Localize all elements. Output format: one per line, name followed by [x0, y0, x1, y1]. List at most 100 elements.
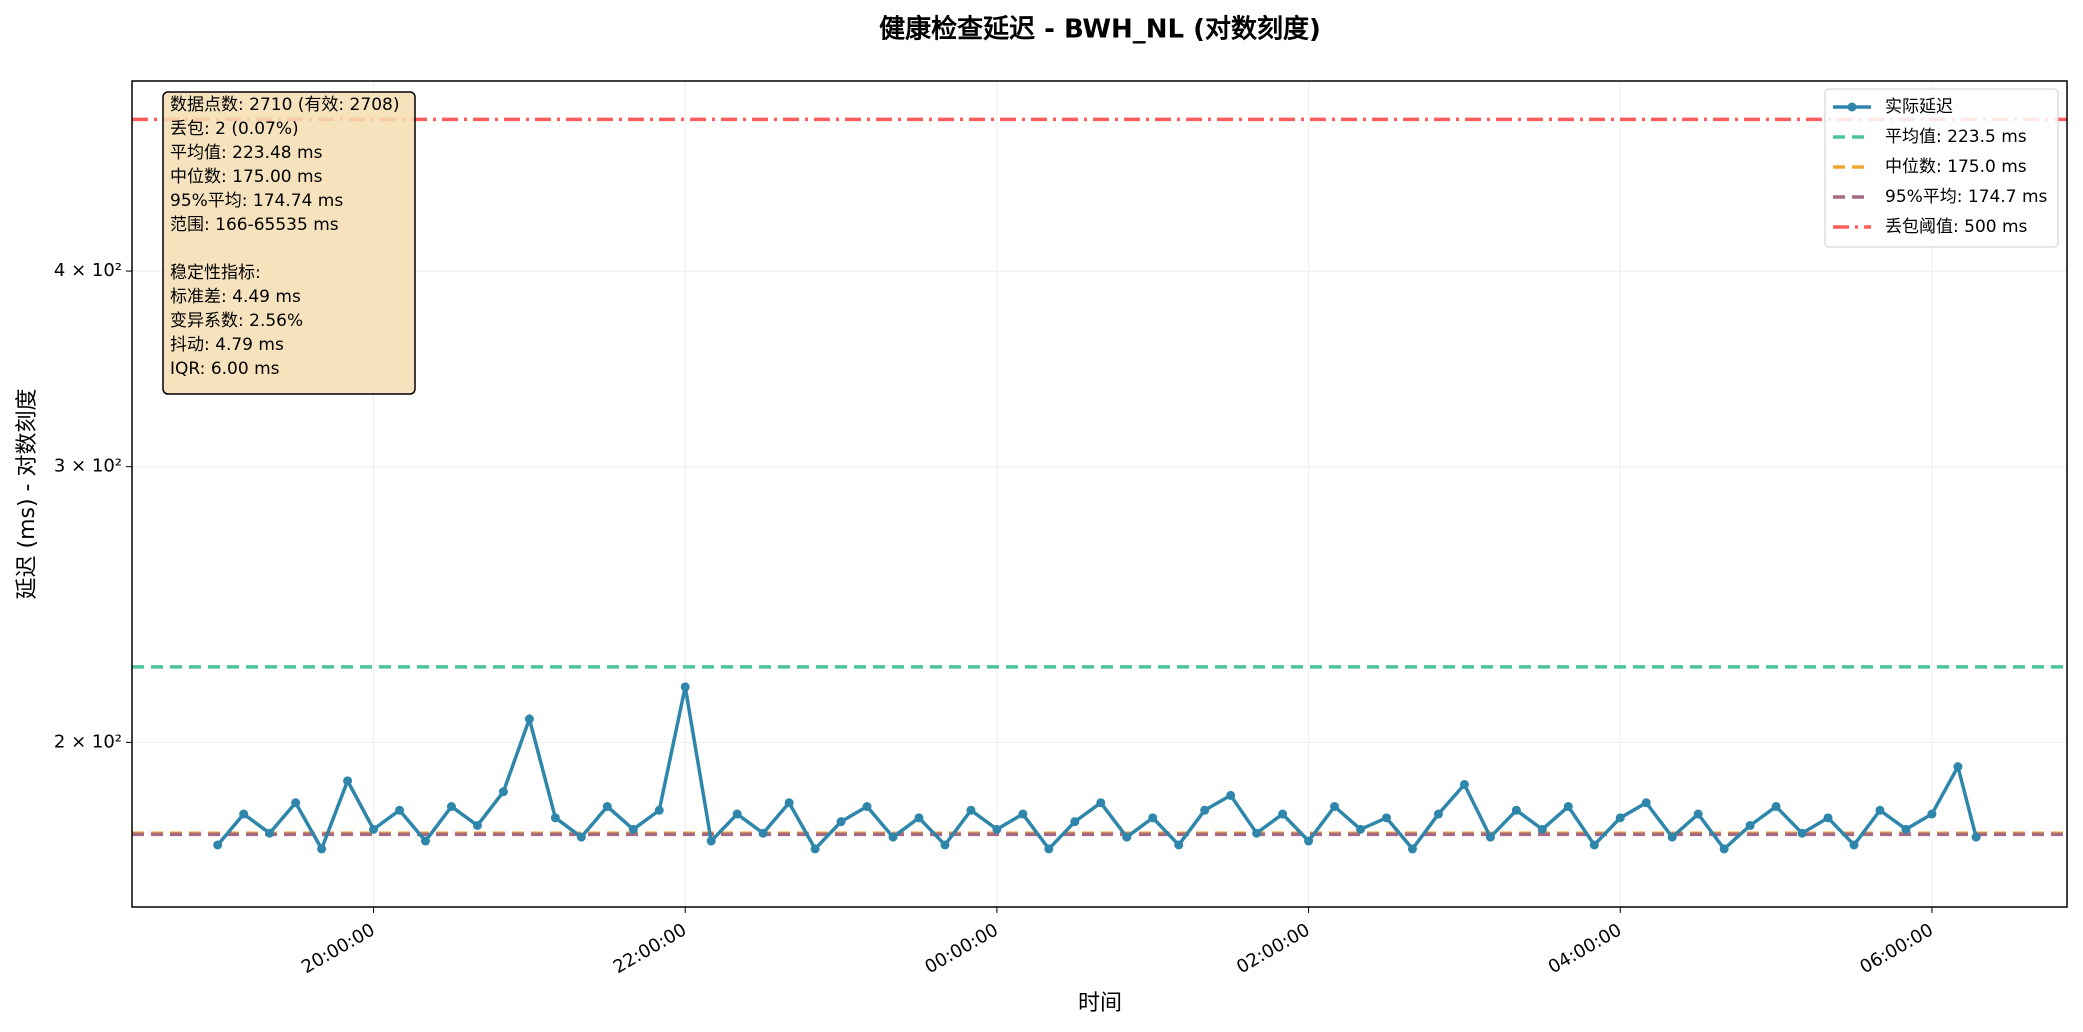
- data-point: [1901, 824, 1911, 834]
- data-point: [758, 828, 768, 838]
- stats-text: 数据点数: 2710 (有效: 2708): [170, 95, 399, 115]
- y-axis-label: 延迟 (ms) - 对数刻度: [15, 389, 40, 600]
- data-point: [524, 714, 534, 724]
- stats-box: [162, 91, 416, 395]
- data-point: [862, 802, 872, 812]
- data-point: [1927, 809, 1937, 819]
- data-point: [1563, 802, 1573, 812]
- data-point: [1771, 802, 1781, 812]
- data-point: [1407, 844, 1417, 854]
- data-point: [992, 824, 1002, 834]
- data-point: [1511, 805, 1521, 815]
- y-tick-label: 4 × 10²: [54, 260, 122, 281]
- stats-text: 稳定性指标:: [170, 263, 261, 283]
- data-point: [1953, 762, 1963, 772]
- data-point: [550, 813, 560, 823]
- data-point: [1459, 779, 1469, 789]
- data-point: [317, 844, 327, 854]
- stats-text: 95%平均: 174.74 ms: [170, 191, 343, 211]
- data-point: [498, 787, 508, 797]
- x-tick-label: 06:00:00: [1856, 919, 1937, 978]
- data-point: [1797, 828, 1807, 838]
- data-point: [1875, 805, 1885, 815]
- data-point: [680, 682, 690, 692]
- data-point: [888, 832, 898, 842]
- x-tick-label: 04:00:00: [1545, 919, 1626, 978]
- data-point: [732, 809, 742, 819]
- legend-label: 平均值: 223.5 ms: [1885, 127, 2027, 147]
- data-point: [1485, 832, 1495, 842]
- data-point: [1382, 813, 1392, 823]
- data-point: [1096, 798, 1106, 808]
- data-point: [1693, 809, 1703, 819]
- x-tick-label: 20:00:00: [298, 919, 379, 978]
- data-point: [1667, 832, 1677, 842]
- legend-label: 丢包阈值: 500 ms: [1885, 217, 2028, 237]
- data-point: [369, 824, 379, 834]
- data-point: [1200, 805, 1210, 815]
- chart-title: 健康检查延迟 - BWH_NL (对数刻度): [879, 14, 1321, 45]
- data-point: [706, 836, 716, 846]
- data-point: [1615, 813, 1625, 823]
- data-point: [1252, 828, 1262, 838]
- data-point: [576, 832, 586, 842]
- data-point: [1745, 820, 1755, 830]
- y-tick-label: 2 × 10²: [54, 731, 122, 752]
- data-point: [1971, 832, 1981, 842]
- legend-label: 实际延迟: [1885, 97, 1953, 117]
- data-point: [1174, 840, 1184, 850]
- data-point: [1226, 790, 1236, 800]
- legend-marker: [1847, 102, 1857, 112]
- data-point: [1148, 813, 1158, 823]
- data-point: [784, 798, 794, 808]
- data-point: [1823, 813, 1833, 823]
- data-point: [654, 805, 664, 815]
- data-point: [1330, 802, 1340, 812]
- stats-text: 标准差: 4.49 ms: [170, 287, 301, 307]
- data-point: [1641, 798, 1651, 808]
- x-axis-label: 时间: [1078, 991, 1122, 1016]
- data-point: [1278, 809, 1288, 819]
- data-point: [395, 805, 405, 815]
- stats-text: 范围: 166-65535 ms: [170, 215, 339, 235]
- data-point: [966, 805, 976, 815]
- data-point: [1433, 809, 1443, 819]
- data-point: [446, 802, 456, 812]
- data-point: [810, 844, 820, 854]
- data-point: [1070, 817, 1080, 827]
- legend-label: 中位数: 175.0 ms: [1885, 157, 2027, 177]
- x-tick-label: 02:00:00: [1233, 919, 1314, 978]
- data-point: [472, 820, 482, 830]
- stats-text: 变异系数: 2.56%: [170, 311, 303, 331]
- data-point: [1018, 809, 1028, 819]
- legend-label: 95%平均: 174.7 ms: [1885, 187, 2048, 207]
- data-point: [265, 828, 275, 838]
- plot-frame: [131, 80, 2068, 908]
- data-point: [1044, 844, 1054, 854]
- data-point: [914, 813, 924, 823]
- stats-text: 平均值: 223.48 ms: [170, 143, 323, 163]
- data-point: [291, 798, 301, 808]
- stats-text: 抖动: 4.79 ms: [170, 335, 284, 355]
- data-point: [1537, 824, 1547, 834]
- data-point: [420, 836, 430, 846]
- data-point: [1589, 840, 1599, 850]
- data-point: [836, 817, 846, 827]
- data-point: [1849, 840, 1859, 850]
- stats-text: 中位数: 175.00 ms: [170, 167, 323, 187]
- data-point: [602, 802, 612, 812]
- stats-text: IQR: 6.00 ms: [170, 359, 280, 379]
- data-point: [1122, 832, 1132, 842]
- y-tick-label: 3 × 10²: [54, 456, 122, 477]
- stats-text: 丢包: 2 (0.07%): [170, 119, 299, 139]
- data-point: [213, 840, 223, 850]
- data-point: [239, 809, 249, 819]
- data-point: [343, 776, 353, 786]
- data-point: [940, 840, 950, 850]
- x-tick-label: 00:00:00: [921, 919, 1002, 978]
- x-tick-label: 22:00:00: [610, 919, 691, 978]
- legend-box: [1824, 88, 2059, 248]
- data-point: [1719, 844, 1729, 854]
- data-point: [1356, 824, 1366, 834]
